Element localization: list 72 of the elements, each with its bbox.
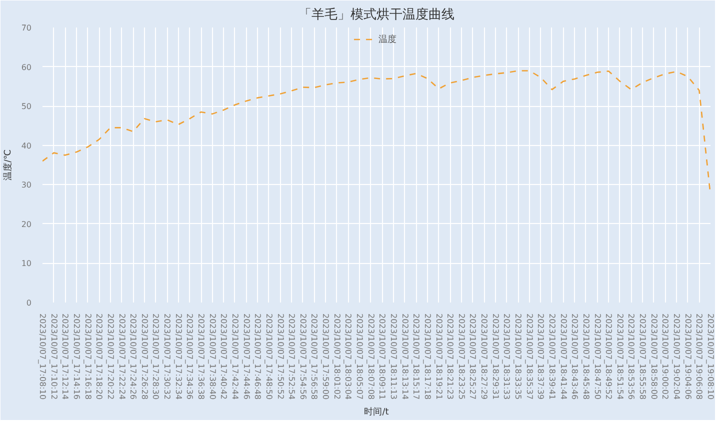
x-tick-label: 2023/10/07_18:45:48 [581, 314, 590, 400]
x-tick-label: 2023/10/07_17:36:38 [196, 314, 206, 400]
x-tick-label: 2023/10/07_17:28:30 [151, 314, 160, 400]
x-tick-label: 2023/10/07_17:08:10 [38, 314, 47, 400]
x-tick-label: 2023/10/07_18:41:44 [558, 314, 568, 400]
x-tick-label: 2023/10/07_18:17:18 [422, 314, 432, 400]
x-tick-label: 2023/10/07_19:06:08 [694, 314, 704, 400]
x-tick-label: 2023/10/07_18:49:52 [604, 314, 614, 400]
x-tick-label: 2023/10/07_18:58:00 [649, 314, 658, 400]
x-tick-label: 2023/10/07_18:07:08 [366, 314, 376, 400]
x-tick-label: 2023/10/07_18:03:04 [344, 314, 353, 400]
x-tick-label: 2023/10/07_17:24:26 [128, 314, 138, 400]
x-tick-label: 2023/10/07_19:04:06 [683, 314, 692, 400]
x-tick-label: 2023/10/07_19:08:10 [706, 314, 715, 400]
x-tick-label: 2023/10/07_18:19:21 [434, 314, 444, 400]
x-tick-label: 2023/10/07_17:48:50 [264, 314, 274, 400]
y-tick-label: 70 [21, 24, 32, 32]
y-tick-label: 60 [21, 62, 32, 72]
x-tick-label: 2023/10/07_18:13:14 [400, 314, 410, 400]
x-tick-label: 2023/10/07_18:27:29 [480, 314, 489, 400]
y-tick-label: 20 [21, 220, 32, 229]
x-tick-label: 2023/10/07_17:16:18 [83, 314, 92, 400]
x-tick-label: 2023/10/07_17:22:24 [117, 314, 126, 400]
x-tick-label: 2023/10/07_17:26:28 [140, 314, 149, 400]
x-tick-label: 2023/10/07_18:33:35 [514, 314, 523, 400]
x-tick-label: 2023/10/07_18:51:54 [615, 314, 624, 400]
x-tick-label: 2023/10/07_18:29:31 [490, 314, 500, 400]
x-tick-label: 2023/10/07_18:53:56 [626, 314, 636, 400]
x-tick-label: 2023/10/07_18:31:33 [502, 314, 512, 400]
x-tick-label: 2023/10/07_17:14:16 [72, 314, 81, 400]
x-tick-label: 2023/10/07_18:23:25 [456, 314, 466, 400]
x-tick-label: 2023/10/07_18:11:13 [388, 314, 398, 400]
x-tick-label: 2023/10/07_17:44:46 [242, 314, 251, 400]
x-tick-label: 2023/10/07_17:10:12 [49, 314, 58, 400]
y-tick-label: 30 [21, 180, 32, 190]
x-tick-label: 2023/10/07_17:32:34 [174, 314, 183, 400]
x-tick-label: 2023/10/07_18:15:17 [412, 314, 421, 400]
x-tick-label: 2023/10/07_18:47:50 [592, 314, 602, 400]
x-tick-label: 2023/10/07_17:12:14 [60, 314, 70, 400]
x-tick-label: 2023/10/07_17:20:22 [106, 314, 115, 400]
x-tick-label: 2023/10/07_17:46:48 [253, 314, 262, 400]
x-tick-label: 2023/10/07_18:01:02 [332, 314, 342, 400]
x-tick-label: 2023/10/07_18:05:07 [355, 314, 364, 400]
x-axis-title: 时间/t [364, 406, 390, 418]
x-tick-label: 2023/10/07_17:30:32 [162, 314, 172, 400]
x-tick-label: 2023/10/07_19:02:04 [672, 314, 682, 400]
x-tick-label: 2023/10/07_17:40:42 [219, 314, 228, 400]
x-tick-label: 2023/10/07_18:37:39 [536, 314, 546, 400]
x-tick-label: 2023/10/07_17:38:40 [208, 314, 217, 400]
x-tick-label: 2023/10/07_19:00:02 [660, 314, 670, 400]
y-tick-label: 50 [21, 102, 32, 112]
x-tick-label: 2023/10/07_18:39:41 [547, 314, 556, 400]
y-tick-label: 10 [21, 259, 32, 268]
x-tick-label: 2023/10/07_17:34:36 [185, 314, 194, 400]
x-tick-label: 2023/10/07_17:42:44 [230, 314, 240, 400]
x-tick-label: 2023/10/07_17:59:00 [321, 314, 330, 400]
x-tick-label: 2023/10/07_17:50:52 [276, 314, 285, 400]
y-axis-title: 温度/℃ [2, 149, 14, 181]
chart-title: 「羊毛」模式烘干温度曲线 [298, 6, 454, 22]
x-tick-label: 2023/10/07_18:35:37 [524, 314, 534, 400]
x-tick-label: 2023/10/07_18:43:46 [570, 314, 580, 400]
legend-label: 温度 [378, 34, 398, 46]
x-tick-label: 2023/10/07_17:52:54 [287, 314, 296, 400]
x-tick-label: 2023/10/07_18:25:27 [468, 314, 478, 400]
x-tick-label: 2023/10/07_17:56:58 [310, 314, 319, 400]
x-tick-label: 2023/10/07_18:09:11 [378, 314, 387, 400]
y-tick-label: 0 [26, 298, 32, 308]
x-tick-label: 2023/10/07_18:21:23 [446, 314, 455, 400]
x-tick-label: 2023/10/07_17:54:56 [298, 314, 308, 400]
y-tick-label: 40 [21, 141, 32, 150]
x-tick-label: 2023/10/07_17:18:20 [94, 314, 104, 400]
x-tick-label: 2023/10/07_18:55:58 [638, 314, 648, 400]
